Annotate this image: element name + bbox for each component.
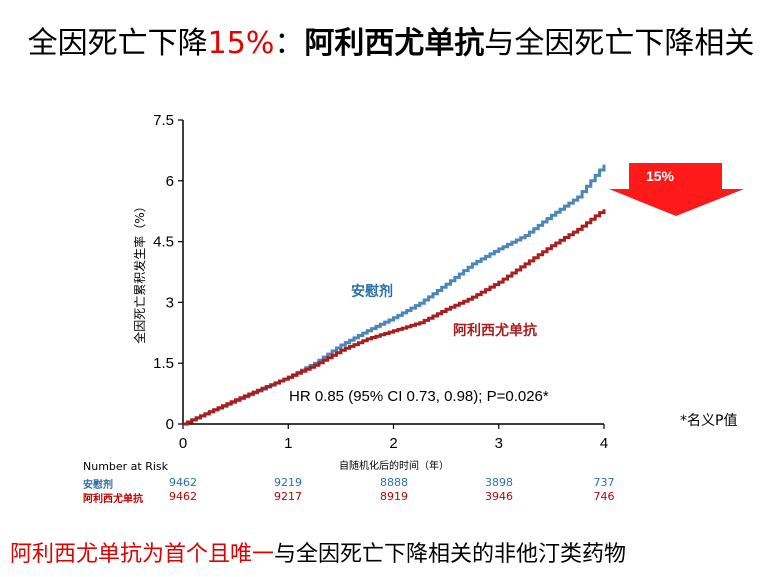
- x-tick-label: 3: [495, 435, 503, 452]
- title-percent: 15%: [207, 26, 275, 61]
- series-label-alirocumab: 阿利西尤单抗: [453, 322, 537, 339]
- y-tick-label: 0: [166, 416, 174, 433]
- x-tick-label: 0: [179, 435, 187, 452]
- footer-statement: 阿利西尤单抗为首个且唯一与全因死亡下降相关的非他汀类药物: [10, 536, 626, 568]
- risk-row-label: 阿利西尤单抗: [83, 494, 143, 505]
- y-tick-label: 7.5: [153, 112, 174, 129]
- title-drug: 阿利西尤单抗: [304, 26, 485, 61]
- risk-value: 9219: [274, 476, 302, 489]
- nominal-p-note: *名义P值: [680, 413, 738, 429]
- footer-black-text: 与全因死亡下降相关的非他汀类药物: [274, 542, 627, 567]
- reduction-arrow-icon: [609, 163, 744, 216]
- risk-value: 8919: [380, 490, 408, 503]
- x-axis-label: 自随机化后的时间（年）: [339, 459, 449, 472]
- x-tick-label: 2: [389, 435, 397, 452]
- series-label-placebo: 安慰剂: [351, 283, 393, 300]
- y-tick-label: 4.5: [153, 234, 174, 251]
- risk-value: 9462: [169, 490, 197, 503]
- reduction-arrow-label: 15%: [646, 168, 675, 184]
- y-tick-label: 1.5: [153, 355, 174, 372]
- y-tick-label: 3: [166, 294, 174, 311]
- title-colon: ：: [274, 26, 305, 61]
- footer-red-text: 阿利西尤单抗为首个且唯一: [10, 542, 275, 567]
- y-axis-label: 全因死亡累积发生率（%）: [132, 200, 147, 343]
- risk-value: 746: [593, 490, 615, 503]
- risk-row-label: 安慰剂: [83, 480, 113, 491]
- risk-value: 8888: [380, 476, 408, 489]
- y-tick-label: 6: [166, 173, 174, 190]
- risk-value: 737: [593, 476, 615, 489]
- page-title: 全因死亡下降15%：阿利西尤单抗与全因死亡下降相关: [0, 18, 782, 62]
- series-line-placebo: [183, 164, 606, 426]
- risk-value: 3898: [485, 476, 513, 489]
- x-tick-label: 1: [284, 435, 292, 452]
- x-tick-label: 4: [600, 435, 608, 452]
- hr-annotation: HR 0.85 (95% CI 0.73, 0.98); P=0.026*: [289, 388, 549, 405]
- risk-table-header: Number at Risk: [83, 460, 169, 473]
- title-part1: 全因死亡下降: [27, 26, 208, 61]
- risk-value: 9462: [169, 476, 197, 489]
- title-part5: 与全因死亡下降相关: [484, 26, 755, 61]
- series-line-alirocumab: [183, 209, 606, 426]
- risk-value: 9217: [274, 490, 302, 503]
- risk-value: 3946: [485, 490, 513, 503]
